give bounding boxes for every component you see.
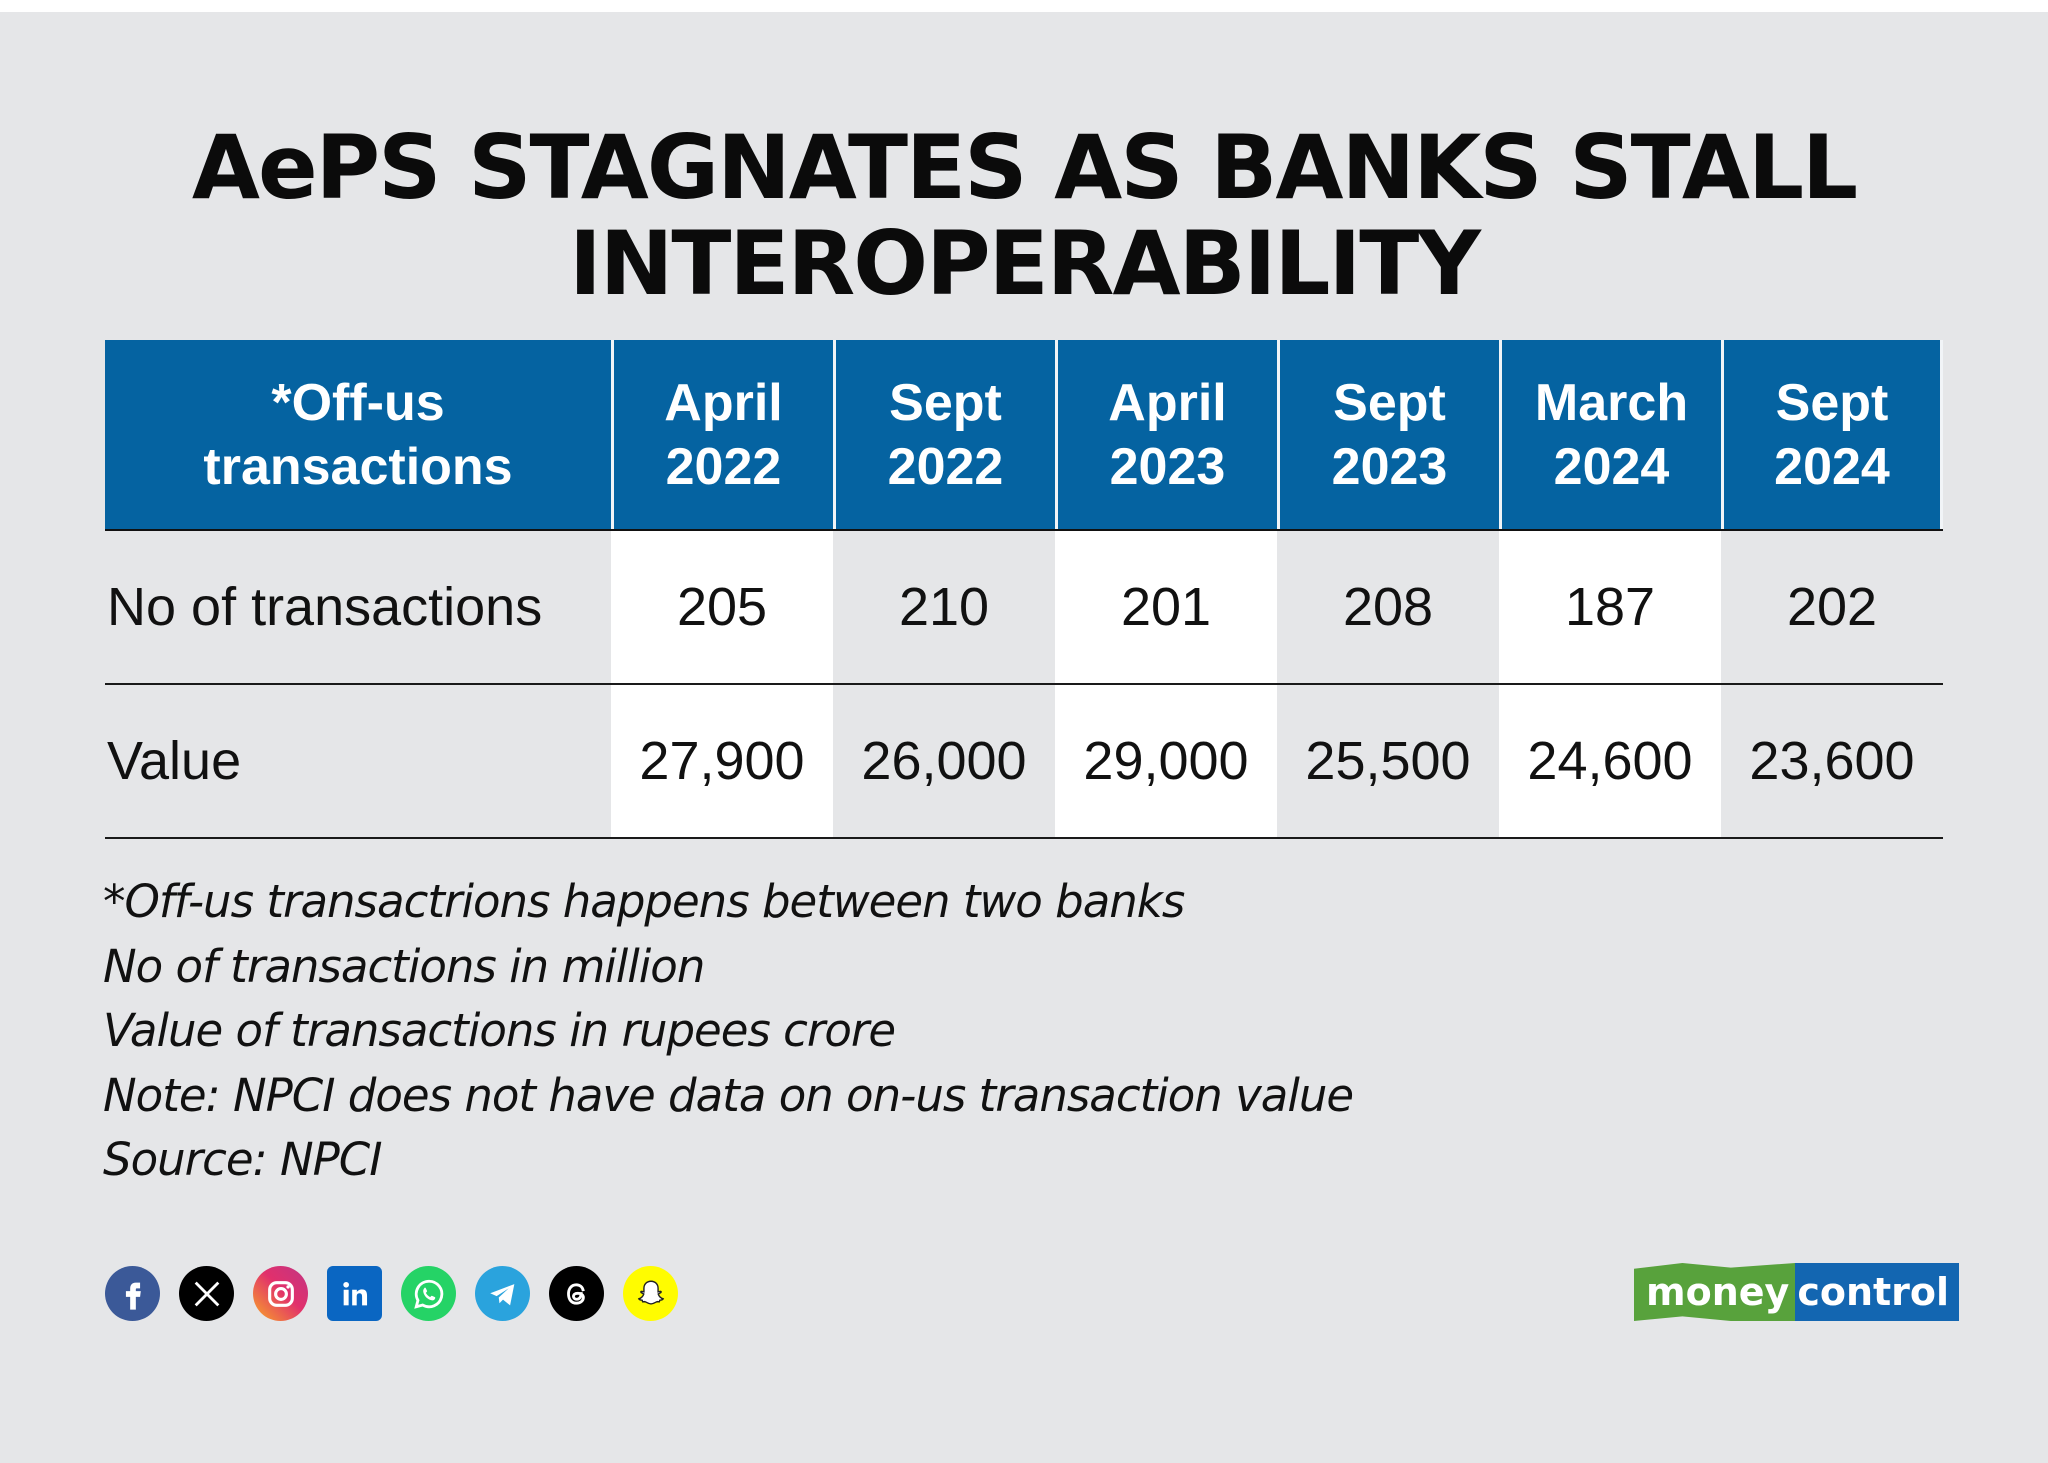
column-year: 2022	[887, 437, 1004, 496]
header-label-cell: *Off-us transactions	[105, 340, 611, 529]
linkedin-icon[interactable]	[327, 1266, 382, 1321]
table-header-row: *Off-us transactions April 2022 Sept 2022 …	[105, 340, 1943, 531]
table-cell: 25,500	[1305, 731, 1471, 791]
table-cell: 23,600	[1749, 731, 1915, 791]
logo-money: money	[1634, 1263, 1796, 1321]
instagram-icon[interactable]	[253, 1266, 308, 1321]
table-cell: 29,000	[1055, 685, 1277, 837]
column-month: Sept	[1333, 373, 1446, 432]
table-row: No of transactions 205 210 201 208 187 2…	[105, 531, 1943, 685]
column-header: Sept 2024	[1721, 340, 1943, 529]
title-line-1: AePS STAGNATES AS BANKS STALL	[191, 116, 1858, 219]
table-cell: 210	[898, 577, 990, 637]
data-table: *Off-us transactions April 2022 Sept 2022 …	[105, 340, 1943, 839]
table-cell: 205	[611, 531, 833, 683]
logo-control: control	[1795, 1263, 1960, 1321]
column-month: April	[1108, 373, 1227, 432]
column-year: 2024	[1553, 437, 1670, 496]
footnote-source: Source: NPCI	[103, 1133, 383, 1186]
snapchat-icon[interactable]	[623, 1266, 678, 1321]
column-month: April	[664, 373, 783, 432]
row-label: Value	[107, 731, 242, 791]
column-year: 2022	[665, 437, 782, 496]
column-header: April 2022	[611, 340, 833, 529]
telegram-icon[interactable]	[475, 1266, 530, 1321]
moneycontrol-logo: money control	[1634, 1263, 1960, 1321]
table-row: Value 27,900 26,000 29,000 25,500 24,600…	[105, 685, 1943, 839]
table-cell: 27,900	[611, 685, 833, 837]
footnotes: *Off-us transactrions happens between tw…	[103, 870, 1354, 1193]
column-year: 2023	[1109, 437, 1226, 496]
x-icon[interactable]	[179, 1266, 234, 1321]
column-month: March	[1534, 373, 1689, 432]
header-label-line-2: transactions	[203, 437, 513, 496]
column-header: Sept 2023	[1277, 340, 1499, 529]
row-label: No of transactions	[107, 577, 543, 637]
infographic-canvas: AePS STAGNATES AS BANKS STALL INTEROPERA…	[0, 12, 2048, 1463]
header-label-line-1: *Off-us	[271, 373, 445, 432]
footnote-units-value: Value of transactions in rupees crore	[103, 1004, 896, 1057]
table-cell: 201	[1055, 531, 1277, 683]
column-month: Sept	[1775, 373, 1889, 432]
table-cell: 24,600	[1499, 685, 1721, 837]
column-year: 2024	[1774, 437, 1890, 496]
footnote-units-count: No of transactions in million	[103, 939, 705, 993]
social-icons	[105, 1266, 678, 1321]
column-header: Sept 2022	[833, 340, 1055, 529]
column-month: Sept	[889, 373, 1002, 432]
column-year: 2023	[1331, 437, 1448, 496]
table-cell: 26,000	[861, 731, 1027, 791]
column-header: April 2023	[1055, 340, 1277, 529]
whatsapp-icon[interactable]	[401, 1266, 456, 1321]
table-cell: 208	[1342, 577, 1434, 637]
page-title: AePS STAGNATES AS BANKS STALL INTEROPERA…	[0, 120, 2048, 312]
table-cell: 202	[1786, 577, 1878, 637]
threads-icon[interactable]	[549, 1266, 604, 1321]
footnote-off-us: *Off-us transactrions happens between tw…	[103, 875, 1185, 928]
title-line-2: INTEROPERABILITY	[569, 212, 1481, 315]
footnote-npci-note: Note: NPCI does not have data on on-us t…	[103, 1068, 1354, 1122]
column-header: March 2024	[1499, 340, 1721, 529]
facebook-icon[interactable]	[105, 1266, 160, 1321]
table-cell: 187	[1499, 531, 1721, 683]
